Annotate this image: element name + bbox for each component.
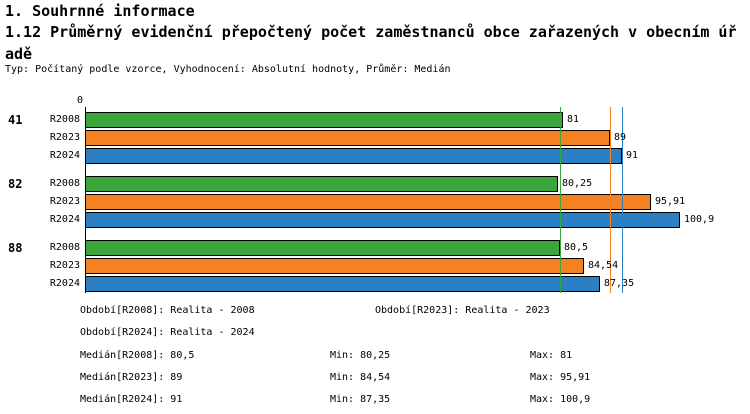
bar bbox=[85, 276, 600, 292]
legend-period: Období[R2008]: Realita - 2008 bbox=[80, 305, 255, 316]
bar-value-label: 89 bbox=[614, 132, 627, 143]
median-line bbox=[610, 107, 611, 293]
bar-value-label: 87,35 bbox=[604, 278, 635, 289]
bar bbox=[85, 176, 558, 192]
bar-value-label: 81 bbox=[567, 114, 580, 125]
legend-max: Max: 81 bbox=[530, 350, 573, 361]
bar bbox=[85, 194, 651, 210]
legend-max: Max: 100,9 bbox=[530, 394, 591, 405]
bar bbox=[85, 258, 584, 274]
group-label: 88 bbox=[8, 241, 23, 255]
legend-max: Max: 95,91 bbox=[530, 372, 591, 383]
legend-min: Min: 80,25 bbox=[330, 350, 391, 361]
series-label: R2023 bbox=[49, 132, 80, 143]
bar bbox=[85, 130, 610, 146]
series-label: R2023 bbox=[49, 196, 80, 207]
series-label: R2008 bbox=[49, 178, 80, 189]
series-label: R2008 bbox=[49, 242, 80, 253]
bar bbox=[85, 240, 560, 256]
axis-origin-label: 0 bbox=[76, 95, 83, 106]
legend-min: Min: 84,54 bbox=[330, 372, 391, 383]
chart-title: 1.12 Průměrný evidenční přepočtený počet… bbox=[5, 23, 737, 63]
bar bbox=[85, 112, 563, 128]
bar-value-label: 84,54 bbox=[588, 260, 619, 271]
bar bbox=[85, 212, 680, 228]
section-title: 1. Souhrnné informace bbox=[5, 2, 195, 20]
bar-value-label: 95,91 bbox=[655, 196, 686, 207]
series-label: R2024 bbox=[49, 214, 80, 225]
legend-min: Min: 87,35 bbox=[330, 394, 391, 405]
legend-median: Medián[R2024]: 91 bbox=[80, 394, 183, 405]
series-label: R2008 bbox=[49, 114, 80, 125]
bar-value-label: 91 bbox=[626, 150, 639, 161]
legend-period: Období[R2024]: Realita - 2024 bbox=[80, 327, 255, 338]
legend-median: Medián[R2008]: 80,5 bbox=[80, 350, 195, 361]
bar-value-label: 80,5 bbox=[564, 242, 589, 253]
bar-value-label: 100,9 bbox=[684, 214, 715, 225]
legend-period: Období[R2023]: Realita - 2023 bbox=[375, 305, 550, 316]
median-line bbox=[622, 107, 623, 293]
bar-value-label: 80,25 bbox=[562, 178, 593, 189]
series-label: R2023 bbox=[49, 260, 80, 271]
chart-legend: Období[R2008]: Realita - 2008 Období[R20… bbox=[0, 305, 750, 410]
group-label: 41 bbox=[8, 113, 23, 127]
bar-chart: 0 41 R2008 81 R2023 89 R2024 91 82 R2008 80,25 R20… bbox=[0, 95, 750, 300]
group-label: 82 bbox=[8, 177, 23, 191]
bar bbox=[85, 148, 622, 164]
chart-meta-line: Typ: Počítaný podle vzorce, Vyhodnocení:… bbox=[5, 64, 451, 75]
series-label: R2024 bbox=[49, 150, 80, 161]
series-label: R2024 bbox=[49, 278, 80, 289]
median-line bbox=[560, 107, 561, 293]
legend-median: Medián[R2023]: 89 bbox=[80, 372, 183, 383]
